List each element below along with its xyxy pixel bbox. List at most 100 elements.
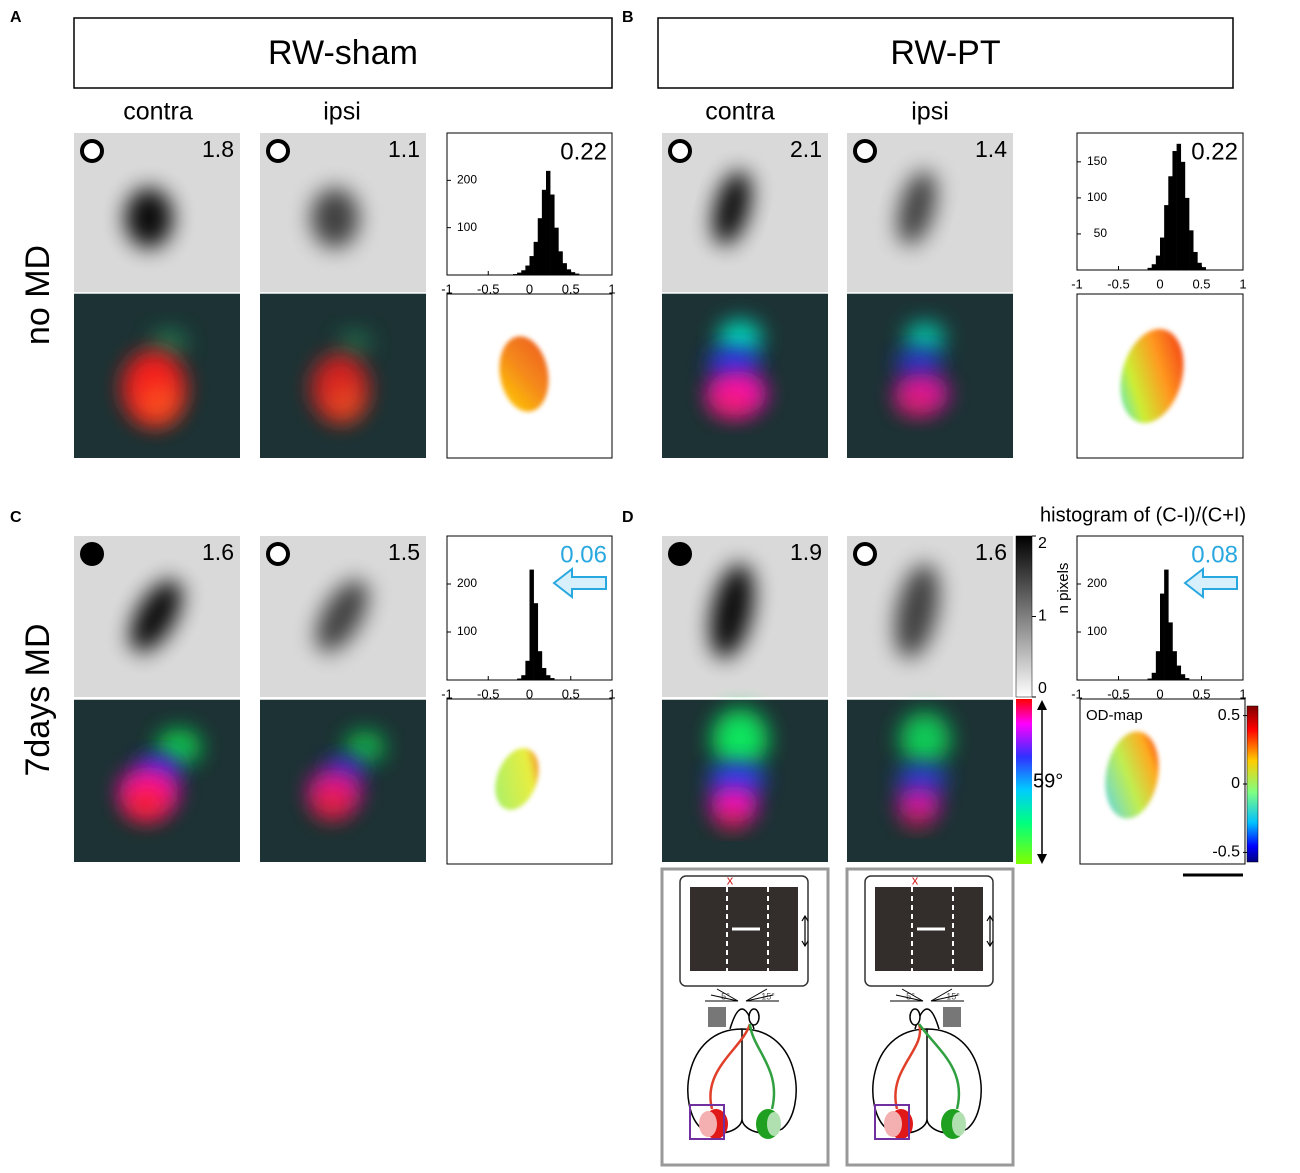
color-blob xyxy=(124,786,168,822)
row-label: no MD xyxy=(19,245,57,345)
histogram-bar xyxy=(525,265,530,275)
panel-label: B xyxy=(622,9,634,26)
eye xyxy=(748,1008,760,1026)
gray-blob xyxy=(311,188,359,248)
x-tick-label: 0 xyxy=(526,686,533,701)
color-blob xyxy=(708,349,760,377)
histogram-title: histogram of (C-I)/(C+I) xyxy=(1040,504,1246,526)
whisker xyxy=(716,988,739,1002)
color-blob xyxy=(902,810,932,828)
histogram-bar xyxy=(1189,230,1194,270)
colorbar-tick-label: 1 xyxy=(1038,608,1047,625)
pathway-green xyxy=(748,1023,776,1110)
histogram-bar xyxy=(550,678,555,680)
histogram-bar xyxy=(1172,151,1177,270)
histogram-bar xyxy=(1151,672,1157,680)
image-pair xyxy=(847,536,1013,862)
color-blob xyxy=(327,385,363,421)
od-index: 0.08 xyxy=(1191,541,1238,568)
gray-blob xyxy=(125,188,173,248)
image-pair xyxy=(74,133,240,458)
od-arrow xyxy=(1183,566,1238,600)
amplitude: 1.6 xyxy=(975,539,1007,565)
histogram-bar xyxy=(537,651,543,680)
eye xyxy=(909,1008,921,1026)
gray-colorbar xyxy=(1015,535,1033,698)
color-blob xyxy=(905,321,945,355)
fixation-mark: x xyxy=(912,872,919,887)
x-tick-label: -1 xyxy=(1071,686,1083,701)
color-blob xyxy=(345,730,385,764)
histogram-bar xyxy=(513,274,518,275)
histogram-ylabel: n pixels xyxy=(1055,563,1072,614)
x-tick-label: 0.5 xyxy=(1192,686,1210,701)
histogram-bar xyxy=(570,272,576,275)
color-blob xyxy=(139,383,179,423)
x-tick-label: 1 xyxy=(1239,686,1246,701)
od-colorbar xyxy=(1246,705,1259,863)
roi-box xyxy=(874,1104,910,1140)
eye-patch xyxy=(708,1007,726,1027)
eye-open xyxy=(266,139,290,163)
histogram-bar xyxy=(521,675,526,680)
gray-blob xyxy=(895,563,939,659)
image-pair xyxy=(260,536,426,862)
od-map-blob xyxy=(495,748,539,810)
histogram-bar xyxy=(1164,205,1169,270)
roi-box xyxy=(689,1104,725,1140)
histogram-bar xyxy=(1180,674,1186,680)
color-blob xyxy=(709,763,765,795)
histogram-bar xyxy=(546,170,551,275)
cortex-green-light xyxy=(767,1112,781,1136)
od-map-blob xyxy=(499,336,549,412)
histogram-bar xyxy=(1180,161,1186,270)
whisker xyxy=(930,994,959,1002)
histogram-bar xyxy=(533,241,539,275)
histogram-bar xyxy=(537,218,543,275)
histogram-bar xyxy=(1176,143,1182,270)
histogram-bar xyxy=(562,263,567,275)
row-label: 7days MD xyxy=(19,623,57,776)
colorbar-tick-label: 0.5 xyxy=(1218,707,1240,724)
whisker xyxy=(895,994,924,1002)
histogram-bar xyxy=(521,270,526,275)
color-blob xyxy=(312,787,352,821)
pathway-red xyxy=(709,1023,752,1110)
sweep-arrow xyxy=(801,914,809,948)
amplitude: 1.4 xyxy=(975,136,1007,162)
amplitude: 1.9 xyxy=(790,539,822,565)
color-blob xyxy=(899,712,951,766)
image-pair xyxy=(662,133,828,458)
histogram-bar xyxy=(525,660,530,680)
color-blob xyxy=(896,764,948,794)
eye-filled xyxy=(80,542,104,566)
angle-label: -5° xyxy=(718,991,730,1001)
amplitude: 1.1 xyxy=(388,136,420,162)
image-pair xyxy=(260,133,426,458)
angle-label: -5° xyxy=(903,991,915,1001)
histogram-bar xyxy=(541,668,547,680)
histogram-bar xyxy=(1147,267,1152,270)
histogram-bar xyxy=(1168,176,1173,270)
x-tick-label: 0.5 xyxy=(562,281,580,296)
cortex-red-light xyxy=(884,1111,902,1137)
eye-open xyxy=(668,139,692,163)
histogram-bar xyxy=(1184,678,1190,680)
color-blob xyxy=(895,350,943,376)
image-pair xyxy=(74,536,240,862)
amplitude: 1.6 xyxy=(202,539,234,565)
y-tick-label: 100 xyxy=(457,624,477,638)
x-tick-label: 0 xyxy=(1156,276,1163,291)
x-tick-label: 0.5 xyxy=(1192,276,1210,291)
y-tick-label: 100 xyxy=(1087,624,1107,638)
y-tick-label: 150 xyxy=(1087,154,1107,168)
color-blob xyxy=(897,390,937,416)
whisker xyxy=(710,994,739,1002)
x-tick-label: -1 xyxy=(441,281,453,296)
pathway-red xyxy=(894,1023,922,1110)
whisker xyxy=(901,988,924,1002)
od-index: 0.06 xyxy=(560,541,607,568)
histogram-bar xyxy=(529,569,534,680)
y-tick-label: 50 xyxy=(1094,226,1108,240)
